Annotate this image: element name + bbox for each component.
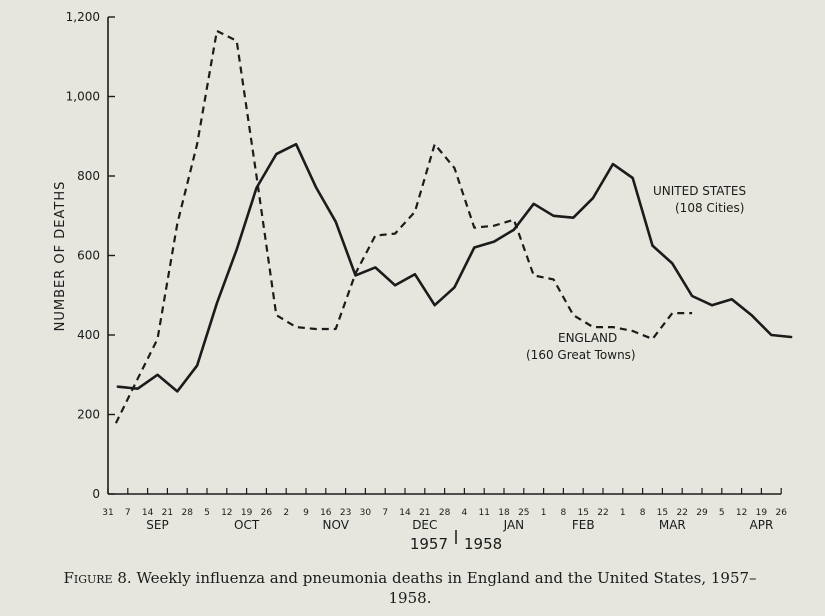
x-tick-label: 19 bbox=[756, 508, 768, 518]
x-tick-label: 15 bbox=[657, 508, 668, 518]
y-tick-label: 1,200 bbox=[66, 10, 100, 24]
axes bbox=[107, 16, 782, 495]
y-axis-title: NUMBER OF DEATHS bbox=[53, 181, 68, 332]
x-tick-label: 25 bbox=[518, 508, 529, 518]
x-tick-label: 14 bbox=[399, 508, 411, 518]
x-tick-label: 5 bbox=[204, 508, 210, 518]
series-sublabel-united-states: (108 Cities) bbox=[675, 201, 744, 215]
year-label-1958: 1958 bbox=[464, 535, 502, 553]
x-tick-label: 1 bbox=[620, 508, 626, 518]
x-tick-label: 21 bbox=[419, 508, 430, 518]
month-label: FEB bbox=[572, 518, 595, 532]
x-tick-label: 16 bbox=[320, 508, 332, 518]
x-tick-label: 30 bbox=[360, 508, 372, 518]
caption-text: Weekly influenza and pneumonia deaths in… bbox=[136, 569, 757, 607]
x-tick-label: 26 bbox=[261, 508, 273, 518]
x-tick-label: 22 bbox=[676, 508, 687, 518]
x-tick-label: 2 bbox=[283, 508, 289, 518]
x-tick-label: 9 bbox=[303, 508, 309, 518]
series-lines bbox=[114, 29, 793, 424]
y-tick-label: 400 bbox=[77, 328, 100, 342]
month-label: OCT bbox=[234, 518, 260, 532]
x-tick-label: 8 bbox=[640, 508, 646, 518]
x-tick-label: 4 bbox=[462, 508, 468, 518]
month-label: NOV bbox=[322, 518, 349, 532]
x-tick-label: 12 bbox=[736, 508, 747, 518]
y-tick-label: 0 bbox=[92, 487, 100, 501]
month-label: MAR bbox=[659, 518, 686, 532]
series-line-united-states bbox=[116, 142, 793, 393]
year-label-1957: 1957 bbox=[410, 535, 448, 553]
x-tick-label: 15 bbox=[577, 508, 588, 518]
x-tick-label: 18 bbox=[498, 508, 510, 518]
y-tick-label: 600 bbox=[77, 249, 100, 263]
x-tick-label: 26 bbox=[775, 508, 787, 518]
x-tick-label: 5 bbox=[719, 508, 725, 518]
x-tick-labels: 31 7 14 21 28 5 12 19 26 2 9 16 23 30 7 14 21 28 4 11 18 25 1 8… bbox=[102, 508, 787, 518]
x-tick-label: 29 bbox=[696, 508, 708, 518]
series-sublabel-england: (160 Great Towns) bbox=[526, 348, 636, 362]
series-line-england bbox=[114, 29, 693, 424]
x-tick-label: 28 bbox=[439, 508, 451, 518]
series-label-united-states: UNITED STATES bbox=[653, 184, 746, 198]
x-tick-label: 1 bbox=[541, 508, 547, 518]
month-label: DEC bbox=[412, 518, 437, 532]
month-label: JAN bbox=[503, 518, 525, 532]
x-tick-label: 21 bbox=[162, 508, 173, 518]
x-tick-label: 28 bbox=[181, 508, 193, 518]
series-label-england: ENGLAND bbox=[558, 331, 617, 345]
x-tick-label: 14 bbox=[142, 508, 154, 518]
caption-figure-number: Figure 8. bbox=[63, 569, 132, 587]
figure-caption: Figure 8. Weekly influenza and pneumonia… bbox=[60, 568, 760, 608]
month-labels: SEP OCT NOV DEC JAN FEB MAR APR bbox=[146, 518, 773, 532]
x-tick-label: 19 bbox=[241, 508, 253, 518]
month-label: APR bbox=[750, 518, 774, 532]
x-tick-label: 31 bbox=[102, 508, 113, 518]
x-tick-label: 12 bbox=[221, 508, 232, 518]
x-tick-label: 23 bbox=[340, 508, 351, 518]
x-tick-label: 22 bbox=[597, 508, 608, 518]
x-tick-label: 8 bbox=[561, 508, 567, 518]
y-tick-labels: 0 200 400 600 800 1,000 1,200 bbox=[66, 10, 100, 501]
y-tick-label: 800 bbox=[77, 169, 100, 183]
y-tick-label: 1,000 bbox=[66, 90, 100, 104]
x-tick-label: 7 bbox=[382, 508, 388, 518]
month-label: SEP bbox=[146, 518, 168, 532]
x-tick-label: 11 bbox=[478, 508, 489, 518]
x-tick-label: 7 bbox=[125, 508, 131, 518]
y-tick-label: 200 bbox=[77, 408, 100, 422]
